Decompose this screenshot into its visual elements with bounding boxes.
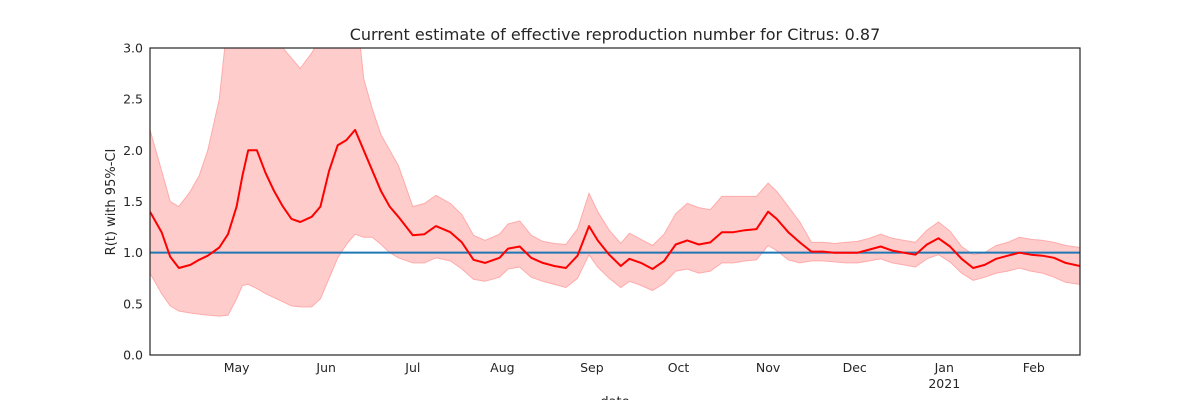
y-tick-label: 1.0: [123, 245, 143, 260]
x-tick-label: Jan: [934, 360, 954, 375]
confidence-interval-band: [150, 48, 1080, 317]
x-tick-label: Aug: [490, 360, 514, 375]
rt-estimate-line: [150, 128, 1080, 270]
chart-title: Current estimate of effective reproducti…: [350, 25, 881, 44]
y-axis: 0.0 0.5 1.0 1.5 2.0 2.5 3.0: [123, 41, 143, 363]
x-tick-label: Nov: [756, 360, 781, 375]
y-tick-label: 0.0: [123, 348, 143, 363]
x-tick-label: Oct: [668, 360, 690, 375]
x-tick-label: Jul: [404, 360, 420, 375]
x-tick-label: Sep: [580, 360, 604, 375]
y-axis-label: R(t) with 95%-CI: [104, 149, 119, 256]
y-tick-label: 3.0: [123, 41, 143, 56]
y-tick-label: 2.0: [123, 143, 143, 158]
x-tick-label: Feb: [1023, 360, 1045, 375]
y-tick-label: 0.5: [123, 296, 143, 311]
plot-frame: [149, 47, 1081, 356]
x-tick-label: May: [224, 360, 250, 375]
x-tick-label: Jun: [315, 360, 336, 375]
y-tick-label: 2.5: [123, 92, 143, 107]
x-tick-label: Dec: [843, 360, 867, 375]
x-axis-label: date: [600, 395, 629, 400]
x-tick-year-label: 2021: [928, 376, 960, 391]
y-tick-label: 1.5: [123, 194, 143, 209]
